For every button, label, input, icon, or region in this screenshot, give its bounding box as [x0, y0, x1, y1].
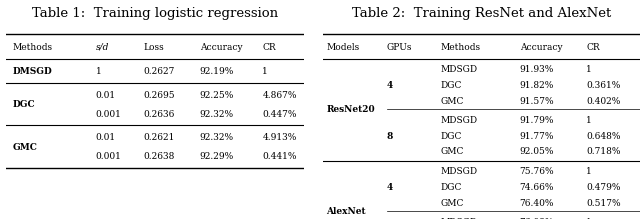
Text: 0.01: 0.01	[96, 133, 116, 142]
Text: 1: 1	[262, 67, 268, 76]
Text: 4.913%: 4.913%	[262, 133, 297, 142]
Text: CR: CR	[262, 42, 276, 52]
Text: 76.08%: 76.08%	[520, 218, 554, 219]
Text: 0.001: 0.001	[96, 152, 122, 161]
Text: Table 1:  Training logistic regression: Table 1: Training logistic regression	[32, 7, 278, 19]
Text: 1: 1	[586, 116, 592, 125]
Text: s/d: s/d	[96, 42, 109, 52]
Text: MDSGD: MDSGD	[440, 218, 477, 219]
Text: Accuracy: Accuracy	[520, 42, 563, 52]
Text: 1: 1	[96, 67, 101, 76]
Text: 0.648%: 0.648%	[586, 132, 621, 141]
Text: MDSGD: MDSGD	[440, 116, 477, 125]
Text: 1: 1	[586, 167, 592, 176]
Text: 92.05%: 92.05%	[520, 147, 554, 157]
Text: 91.79%: 91.79%	[520, 116, 554, 125]
Text: DGC: DGC	[440, 132, 462, 141]
Text: DGC: DGC	[440, 183, 462, 192]
Text: 0.441%: 0.441%	[262, 152, 297, 161]
Text: DMSGD: DMSGD	[12, 67, 52, 76]
Text: 0.718%: 0.718%	[586, 147, 621, 157]
Text: MDSGD: MDSGD	[440, 167, 477, 176]
Text: 0.01: 0.01	[96, 91, 116, 100]
Text: Methods: Methods	[12, 42, 52, 52]
Text: Models: Models	[326, 42, 360, 52]
Text: 92.25%: 92.25%	[200, 91, 234, 100]
Text: 0.2636: 0.2636	[143, 110, 175, 119]
Text: 91.93%: 91.93%	[520, 65, 554, 74]
Text: GMC: GMC	[12, 143, 37, 152]
Text: 0.2621: 0.2621	[143, 133, 175, 142]
Text: 92.32%: 92.32%	[200, 133, 234, 142]
Text: 0.361%: 0.361%	[586, 81, 621, 90]
Text: GMC: GMC	[440, 147, 464, 157]
Text: 92.29%: 92.29%	[200, 152, 234, 161]
Text: GMC: GMC	[440, 199, 464, 208]
Text: 0.2638: 0.2638	[143, 152, 175, 161]
Text: 0.2627: 0.2627	[143, 67, 175, 76]
Text: Methods: Methods	[440, 42, 481, 52]
Text: 4: 4	[387, 183, 393, 192]
Text: 0.447%: 0.447%	[262, 110, 297, 119]
Text: 91.57%: 91.57%	[520, 97, 554, 106]
Text: GMC: GMC	[440, 97, 464, 106]
Text: 0.001: 0.001	[96, 110, 122, 119]
Text: 92.19%: 92.19%	[200, 67, 234, 76]
Text: 76.40%: 76.40%	[520, 199, 554, 208]
Text: 0.2695: 0.2695	[143, 91, 175, 100]
Text: 91.82%: 91.82%	[520, 81, 554, 90]
Text: 74.66%: 74.66%	[520, 183, 554, 192]
Text: 92.32%: 92.32%	[200, 110, 234, 119]
Text: ResNet20: ResNet20	[326, 105, 375, 115]
Text: 0.402%: 0.402%	[586, 97, 621, 106]
Text: MDSGD: MDSGD	[440, 65, 477, 74]
Text: AlexNet: AlexNet	[326, 207, 366, 217]
Text: 91.77%: 91.77%	[520, 132, 554, 141]
Text: 75.76%: 75.76%	[520, 167, 554, 176]
Text: Loss: Loss	[143, 42, 164, 52]
Text: GPUs: GPUs	[387, 42, 412, 52]
Text: DGC: DGC	[12, 100, 35, 110]
Text: 1: 1	[586, 65, 592, 74]
Text: Accuracy: Accuracy	[200, 42, 243, 52]
Text: 4.867%: 4.867%	[262, 91, 297, 100]
Text: 8: 8	[387, 132, 393, 141]
Text: Table 2:  Training ResNet and AlexNet: Table 2: Training ResNet and AlexNet	[352, 7, 611, 19]
Text: 0.479%: 0.479%	[586, 183, 621, 192]
Text: CR: CR	[586, 42, 600, 52]
Text: 4: 4	[387, 81, 393, 90]
Text: DGC: DGC	[440, 81, 462, 90]
Text: 0.517%: 0.517%	[586, 199, 621, 208]
Text: 1: 1	[586, 218, 592, 219]
